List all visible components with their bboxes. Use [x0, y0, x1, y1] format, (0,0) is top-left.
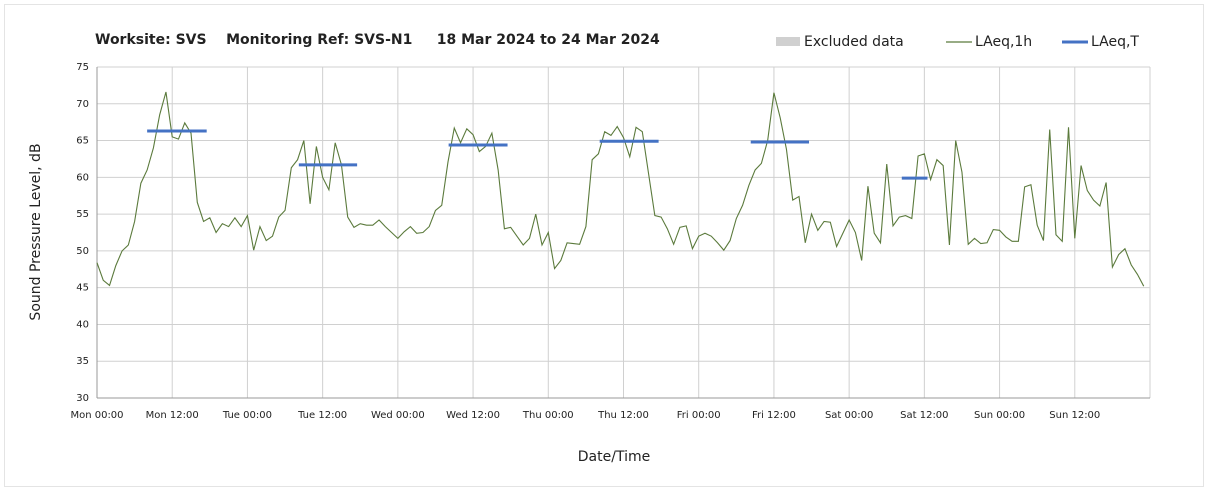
- x-tick-label: Thu 12:00: [597, 410, 649, 421]
- x-axis-label: Date/Time: [578, 449, 650, 465]
- y-tick-label: 50: [76, 246, 89, 257]
- legend-swatch: [776, 37, 800, 46]
- y-tick-label: 30: [76, 393, 89, 404]
- x-tick-label: Thu 00:00: [522, 410, 574, 421]
- x-tick-label: Tue 12:00: [297, 410, 347, 421]
- y-tick-label: 65: [76, 136, 89, 147]
- x-tick-label: Wed 12:00: [446, 410, 500, 421]
- legend-label: Excluded data: [804, 34, 904, 50]
- x-tick-label: Sat 12:00: [900, 410, 948, 421]
- y-tick-label: 45: [76, 283, 89, 294]
- x-tick-label: Mon 12:00: [146, 410, 199, 421]
- data-line: [96, 91, 1145, 287]
- x-tick-label: Sun 12:00: [1049, 410, 1100, 421]
- y-tick-label: 55: [76, 209, 89, 220]
- x-tick-label: Sat 00:00: [825, 410, 873, 421]
- legend-label: LAeq,1h: [975, 34, 1032, 50]
- x-tick-label: Fri 12:00: [752, 410, 796, 421]
- x-tick-label: Mon 00:00: [70, 410, 123, 421]
- y-tick-label: 35: [76, 356, 89, 367]
- x-tick-label: Tue 00:00: [222, 410, 272, 421]
- y-tick-label: 60: [76, 172, 89, 183]
- x-tick-label: Fri 00:00: [677, 410, 721, 421]
- y-tick-label: 40: [76, 319, 89, 330]
- frame: [4, 4, 1204, 487]
- y-tick-label: 75: [76, 62, 89, 73]
- y-tick-label: 70: [76, 99, 89, 110]
- chart-title: Worksite: SVS Monitoring Ref: SVS-N1 18 …: [95, 32, 660, 48]
- legend-label: LAeq,T: [1091, 34, 1139, 50]
- x-tick-label: Sun 00:00: [974, 410, 1025, 421]
- y-axis-label: Sound Pressure Level, dB: [28, 143, 44, 320]
- x-tick-label: Wed 00:00: [371, 410, 425, 421]
